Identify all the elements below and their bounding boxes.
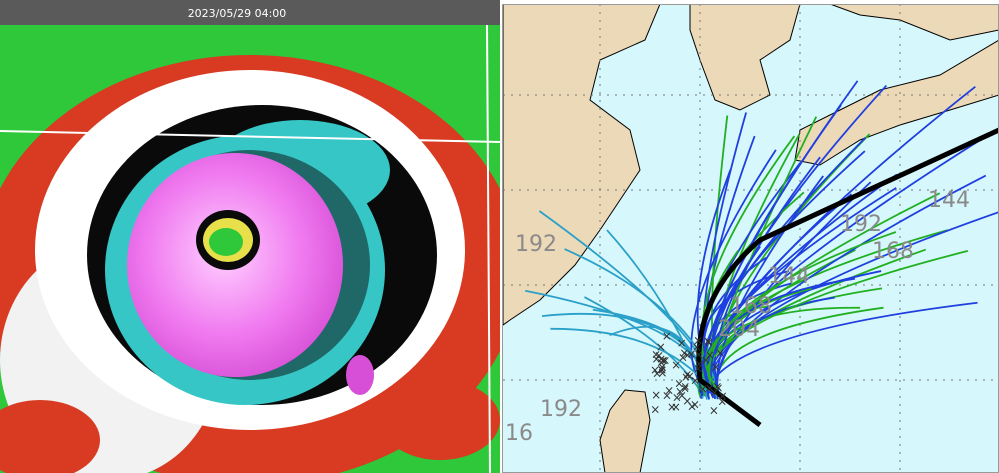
ensemble-marker: × <box>651 388 661 402</box>
track <box>710 277 856 400</box>
timestamp: 2023/05/29 04:00 <box>188 7 287 20</box>
ensemble-marker: × <box>672 390 682 404</box>
ensemble-marker: × <box>713 381 723 395</box>
ensemble-marker: × <box>683 348 693 362</box>
ensemble-marker: × <box>658 354 668 368</box>
ensemble-marker: × <box>692 340 702 354</box>
track <box>708 231 897 389</box>
header-bar <box>0 0 500 25</box>
ensemble-marker: × <box>685 369 695 383</box>
track-label: 204 <box>718 317 760 342</box>
track-label: 192 <box>540 397 582 422</box>
ensemble-marker: × <box>656 340 666 354</box>
ensemble-marker: × <box>677 388 687 402</box>
ensemble-marker: × <box>694 357 704 371</box>
ensemble-marker: × <box>709 385 719 399</box>
track-label: 168 <box>730 294 772 319</box>
ensemble-marker: × <box>679 346 689 360</box>
ensemble-marker: × <box>654 348 664 362</box>
land-north <box>829 4 999 41</box>
ensemble-marker: × <box>656 352 666 366</box>
satellite-panel: 2023/05/29 04:00 <box>0 0 500 473</box>
track <box>703 150 866 388</box>
ensemble-marker: × <box>680 382 690 396</box>
track <box>715 175 824 388</box>
track <box>700 135 796 391</box>
ensemble-marker: × <box>671 400 681 414</box>
ensemble-marker: × <box>678 350 688 364</box>
ensemble-marker: × <box>650 363 660 377</box>
track-map: ×××××××××××××××××××××××××××× ××××××××××××… <box>503 4 999 473</box>
track <box>707 211 999 387</box>
track <box>713 156 821 395</box>
ensemble-marker: × <box>674 376 684 390</box>
ensemble-marker: × <box>693 334 703 348</box>
mean-track <box>696 127 999 427</box>
ensemble-marker: × <box>694 348 704 362</box>
track-label: 192 <box>840 212 882 237</box>
ensemble-marker: × <box>705 348 715 362</box>
ensemble-marker: × <box>657 363 667 377</box>
ensemble-marker: × <box>711 360 721 374</box>
track <box>584 296 701 391</box>
ensemble-marker: × <box>656 363 666 377</box>
track-label: 192 <box>515 232 557 257</box>
track <box>713 306 884 399</box>
ensemble-marker: × <box>671 358 681 372</box>
ensemble-marker: × <box>704 335 714 349</box>
track-label: 168 <box>872 239 914 264</box>
land-china <box>503 4 661 326</box>
ensemble-marker: × <box>705 381 715 395</box>
ensemble-marker: × <box>656 355 666 369</box>
track <box>690 149 777 387</box>
ensemble-marker: × <box>662 329 672 343</box>
ensemble-marker: × <box>664 384 674 398</box>
ensemble-marker: × <box>657 366 667 380</box>
ensemble-marker: × <box>682 368 692 382</box>
ensemble-marker: × <box>650 402 660 416</box>
ensemble-marker: × <box>709 404 719 418</box>
ensemble-marker: × <box>690 398 700 412</box>
ensemble-marker: × <box>657 360 667 374</box>
ensemble-marker: × <box>652 366 662 380</box>
ensemble-marker: × <box>718 389 728 403</box>
track-label: 144 <box>928 188 970 213</box>
ensemble-marker: × <box>690 373 700 387</box>
ensemble-marker: × <box>659 353 669 367</box>
track <box>701 112 747 392</box>
ensemble-marker: × <box>712 379 722 393</box>
ensemble-marker: × <box>701 353 711 367</box>
ensemble-marker: × <box>680 379 690 393</box>
ensemble-marker: × <box>698 382 708 396</box>
ensemble-marker: × <box>687 400 697 414</box>
ensemble-marker: × <box>660 354 670 368</box>
land-korea <box>689 4 801 111</box>
ensemble-marker: × <box>686 347 696 361</box>
land-taiwan <box>599 389 651 473</box>
ensemble-marker: × <box>681 370 691 384</box>
ensemble-marker: × <box>677 336 687 350</box>
track <box>606 229 706 390</box>
land-japan <box>794 39 999 166</box>
track-label: 144 <box>768 264 810 289</box>
ensemble-marker: × <box>717 395 727 409</box>
ensemble-marker: × <box>651 347 661 361</box>
satellite-image <box>0 25 500 473</box>
track-label: 16 <box>505 421 533 446</box>
ensemble-marker: × <box>675 384 685 398</box>
ensemble-marker: × <box>703 334 713 348</box>
ensemble-marker: × <box>715 346 725 360</box>
ensemble-marker: × <box>693 361 703 375</box>
track <box>699 80 859 393</box>
ensemble-marker: × <box>682 394 692 408</box>
ensemble-marker: × <box>667 400 677 414</box>
ensemble-marker: × <box>662 389 672 403</box>
ensemble-marker: × <box>651 352 661 366</box>
